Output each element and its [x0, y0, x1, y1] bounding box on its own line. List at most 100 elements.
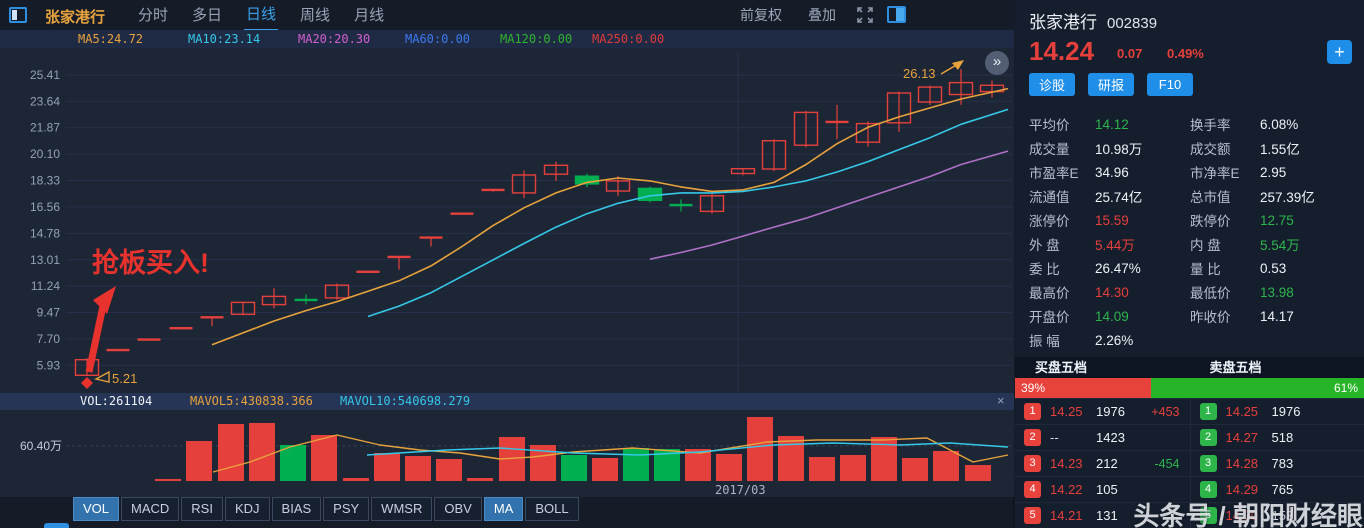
buy-price: 14.23: [1050, 456, 1083, 471]
sidebar-toggle-icon[interactable]: [9, 7, 27, 23]
quote-stock-code: 002839: [1107, 15, 1158, 32]
quote-stats-grid: 平均价 14.12 换手率 6.08% 成交量 10.98万 成交额 1.55亿 市盈率E 34.…: [1029, 112, 1351, 352]
volume-bar-up: [840, 455, 866, 481]
sell-depth-row[interactable]: 4 14.29 765: [1190, 476, 1364, 502]
stat-label: 内 盘: [1190, 238, 1221, 253]
toolbar-action[interactable]: 叠加: [808, 7, 836, 23]
buy-arrow-shaft: [85, 305, 107, 373]
buy-depth-row[interactable]: 1 14.25 1976 +453: [1015, 398, 1190, 424]
volume-bar-up: [902, 458, 928, 481]
toolbar-action[interactable]: 前复权: [740, 7, 782, 23]
volume-bar-up: [933, 451, 959, 481]
y-axis-label: 9.47: [37, 306, 61, 320]
stat-label: 成交量: [1029, 142, 1070, 157]
ma5-line: [211, 87, 1009, 346]
stat-label: 昨收价: [1190, 310, 1231, 325]
quote-action-button[interactable]: 研报: [1088, 73, 1134, 96]
sell-level-badge: 1: [1199, 403, 1217, 420]
ma-legend-item: MA120:0.00: [500, 32, 573, 46]
stat-label: 振 幅: [1029, 334, 1060, 349]
sell-depth-row[interactable]: 3 14.28 783: [1190, 450, 1364, 476]
buy-depth-row[interactable]: 5 14.21 131: [1015, 502, 1190, 528]
volume-bar-up: [343, 478, 369, 481]
indicator-tab[interactable]: WMSR: [371, 497, 433, 521]
mavol10-line: [366, 442, 1009, 456]
quote-action-button[interactable]: 诊股: [1029, 73, 1075, 96]
buy-depth-row[interactable]: 2 -- 1423: [1015, 424, 1190, 450]
period-tab[interactable]: 周线: [300, 7, 331, 24]
volume-bar-up: [249, 423, 275, 481]
volume-bar-up: [467, 478, 493, 481]
indicator-tab[interactable]: BOLL: [525, 497, 579, 521]
indicator-tab[interactable]: MACD: [121, 497, 180, 521]
stat-value: 14.17: [1260, 308, 1294, 324]
volume-bar-up: [436, 459, 462, 481]
stat-label: 市净率E: [1190, 166, 1240, 181]
candle-up: [605, 180, 631, 192]
ma-legend-item: MA10:23.14: [188, 32, 261, 46]
volume-chart[interactable]: 60.40万: [0, 410, 1014, 483]
sell-price: 14.25: [1225, 404, 1259, 419]
buy-volume: 1423: [1096, 430, 1125, 445]
indicator-tab[interactable]: MA: [483, 497, 524, 521]
sell-price: 14.29: [1225, 482, 1259, 497]
volume-bar-up: [218, 424, 244, 481]
indicator-tab[interactable]: BIAS: [271, 497, 322, 521]
stat-value: 15.59: [1095, 212, 1129, 228]
buy-level-badge: 2: [1024, 429, 1041, 446]
ma10-line: [367, 108, 1009, 318]
right-panel-toggle-icon[interactable]: [887, 6, 906, 23]
sell-level-badge: 4: [1199, 481, 1217, 498]
period-tab[interactable]: 月线: [354, 7, 385, 24]
period-tab[interactable]: 分时: [138, 7, 169, 24]
chart-toolbar: 张家港行 分时 多日 日线 周线 月线 前复权 叠加: [0, 0, 1014, 31]
volume-bar-up: [405, 456, 431, 481]
sell-depth-row[interactable]: 2 14.27 518: [1190, 424, 1364, 450]
stat-label: 平均价: [1029, 118, 1070, 133]
indicator-tab[interactable]: PSY: [323, 497, 370, 521]
sell-depth-row[interactable]: 1 14.25 1976: [1190, 398, 1364, 424]
stat-value: 2.95: [1260, 164, 1287, 180]
buy-depth-row[interactable]: 3 14.23 212 -454: [1015, 450, 1190, 476]
volume-y-axis-label: 60.40万: [20, 439, 62, 453]
y-axis-label: 20.10: [30, 147, 60, 161]
buy-depth-column: 1 14.25 1976 +453 2 -- 1423 3 14.23 212 -454 4 14.22…: [1015, 398, 1190, 528]
indicator-tab[interactable]: OBV: [434, 497, 482, 521]
y-axis-label: 14.78: [30, 226, 60, 240]
low-marker-arrow-icon: [94, 370, 110, 383]
stat-value: 12.75: [1260, 212, 1294, 228]
fullscreen-icon[interactable]: [856, 6, 874, 24]
indicator-tab[interactable]: KDJ: [224, 497, 270, 521]
y-axis-label: 7.70: [37, 332, 61, 346]
sell-price: 14.28: [1225, 456, 1259, 471]
buy-level-badge: 1: [1024, 403, 1041, 420]
volume-bar-up: [778, 436, 804, 481]
volume-bar-up: [809, 457, 835, 481]
candle-up: [543, 164, 569, 175]
ma-legend-item: MA5:24.72: [78, 32, 144, 46]
sell-depth-row[interactable]: 5 14.30 153: [1190, 502, 1364, 528]
period-tab-bar: 分时 多日 日线 周线 月线: [136, 0, 386, 31]
candlestick-chart[interactable]: 25.41 23.64 21.87 20.10 18.33 16.56 14.78 13.01…: [0, 48, 1014, 393]
volume-legend-item: MAVOL10:540698.279: [340, 394, 471, 408]
period-tab[interactable]: 多日: [192, 7, 223, 24]
stat-value: 5.54万: [1260, 238, 1300, 253]
ma-legend-item: MA60:0.00: [405, 32, 471, 46]
buy-arrow-head: [93, 286, 116, 314]
volume-bar-up: [685, 449, 711, 481]
close-icon[interactable]: ×: [997, 393, 1005, 408]
quote-stock-name: 张家港行 002839: [1029, 8, 1157, 33]
add-to-watchlist-button[interactable]: +: [1327, 40, 1352, 64]
chart-expand-more-button[interactable]: »: [985, 51, 1009, 75]
buy-level-badge: 4: [1024, 481, 1041, 498]
volume-bar-down: [561, 455, 587, 481]
indicator-tab[interactable]: VOL: [73, 497, 120, 521]
buy-level-badge: 3: [1024, 455, 1041, 472]
indicator-tab[interactable]: RSI: [181, 497, 223, 521]
buy-depth-row[interactable]: 4 14.22 105: [1015, 476, 1190, 502]
period-tab[interactable]: 日线: [244, 0, 279, 31]
candle-up: [699, 195, 725, 213]
candle-up: [324, 284, 350, 299]
candle-up: [261, 295, 287, 306]
quote-action-button[interactable]: F10: [1147, 73, 1193, 96]
